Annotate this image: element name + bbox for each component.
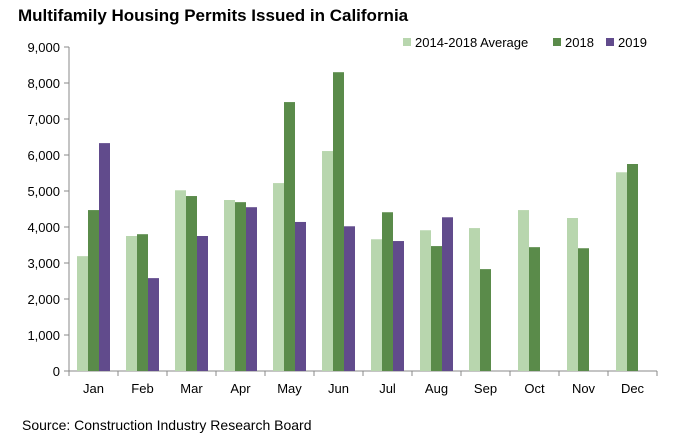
x-tick-label: Apr [230, 381, 251, 396]
x-tick-label: Jun [328, 381, 349, 396]
bar-2018-mar [186, 196, 197, 371]
x-tick-label: Dec [621, 381, 645, 396]
source-note: Source: Construction Industry Research B… [22, 417, 312, 433]
chart-title: Multifamily Housing Permits Issued in Ca… [18, 6, 409, 25]
y-tick-label: 5,000 [27, 184, 60, 199]
bar-2014-2018-average-mar [175, 190, 186, 371]
x-tick-label: Nov [572, 381, 596, 396]
y-tick-label: 3,000 [27, 256, 60, 271]
legend-swatch [606, 38, 614, 46]
legend-label: 2018 [565, 35, 594, 50]
legend-swatch [403, 38, 411, 46]
y-tick-label: 2,000 [27, 292, 60, 307]
x-tick-label: Mar [180, 381, 203, 396]
bar-2018-feb [137, 234, 148, 371]
bar-2018-jun [333, 72, 344, 371]
bar-2014-2018-average-apr [224, 200, 235, 371]
y-tick-label: 8,000 [27, 76, 60, 91]
legend-label: 2014-2018 Average [415, 35, 528, 50]
legend-swatch [553, 38, 561, 46]
bar-2019-apr [246, 207, 257, 371]
y-tick-label: 7,000 [27, 112, 60, 127]
y-tick-label: 1,000 [27, 328, 60, 343]
bar-2019-may [295, 221, 306, 371]
bar-2019-aug [442, 217, 453, 371]
bar-2014-2018-average-jul [371, 239, 382, 371]
bar-2018-dec [627, 164, 638, 371]
x-tick-label: Sep [474, 381, 497, 396]
bar-2014-2018-average-aug [420, 230, 431, 371]
bar-2014-2018-average-may [273, 183, 284, 371]
bar-2014-2018-average-sep [469, 228, 480, 371]
bar-2018-jan [88, 210, 99, 371]
bar-2018-aug [431, 246, 442, 371]
bar-2019-jul [393, 241, 404, 371]
bar-2018-nov [578, 248, 589, 371]
bar-2018-apr [235, 202, 246, 371]
bar-2014-2018-average-jun [322, 151, 333, 371]
x-tick-label: Aug [425, 381, 448, 396]
legend-label: 2019 [618, 35, 647, 50]
y-tick-label: 4,000 [27, 220, 60, 235]
bar-2019-mar [197, 236, 208, 371]
y-tick-label: 0 [53, 364, 60, 379]
bar-2014-2018-average-nov [567, 218, 578, 371]
bar-2019-jun [344, 226, 355, 371]
x-tick-label: Jan [83, 381, 104, 396]
y-tick-label: 6,000 [27, 148, 60, 163]
bar-2018-jul [382, 212, 393, 371]
bar-2018-may [284, 102, 295, 371]
bar-2014-2018-average-feb [126, 236, 137, 371]
bar-2014-2018-average-dec [616, 172, 627, 371]
x-tick-label: May [277, 381, 302, 396]
bar-2018-oct [529, 247, 540, 371]
bar-2018-sep [480, 269, 491, 371]
x-tick-label: Jul [379, 381, 396, 396]
bar-2014-2018-average-oct [518, 210, 529, 371]
bar-2019-jan [99, 143, 110, 371]
bar-2014-2018-average-jan [77, 256, 88, 371]
x-tick-label: Feb [131, 381, 153, 396]
y-tick-label: 9,000 [27, 40, 60, 55]
x-tick-label: Oct [524, 381, 545, 396]
bar-2019-feb [148, 278, 159, 371]
